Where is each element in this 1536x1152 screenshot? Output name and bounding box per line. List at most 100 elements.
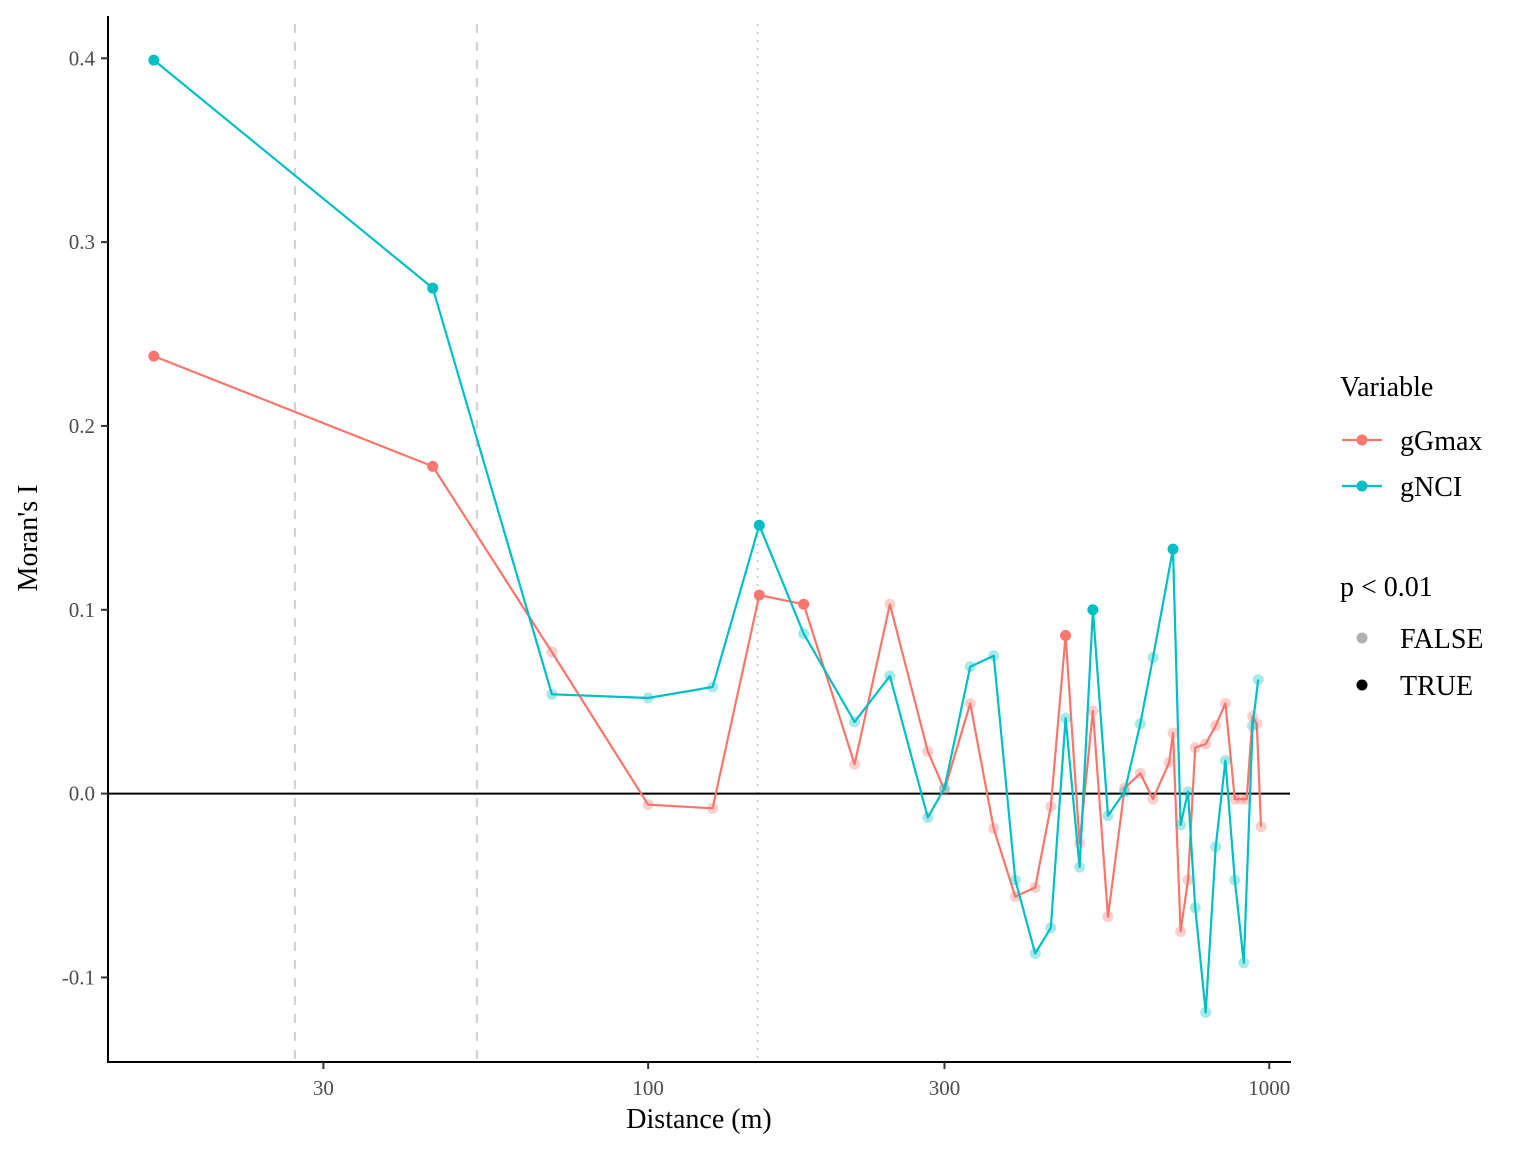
data-point-gNCI-significant [148, 54, 160, 66]
data-point-gGmax-not-significant [1210, 720, 1222, 732]
data-point-gNCI-not-significant [849, 716, 861, 728]
x-axis-title: Distance (m) [626, 1104, 771, 1135]
data-point-gGmax-not-significant [922, 745, 934, 757]
legend-significance-title: p < 0.01 [1340, 572, 1433, 603]
data-point-gNCI-not-significant [1134, 718, 1146, 730]
y-tick-label: 0.4 [69, 46, 96, 70]
data-point-gNCI-not-significant [1238, 957, 1250, 969]
data-point-gNCI-not-significant [1175, 819, 1187, 831]
x-tick-label: 300 [929, 1076, 961, 1100]
data-point-gGmax-not-significant [1102, 911, 1114, 923]
y-axis-title: Moran's I [13, 485, 44, 592]
legend-label-false: FALSE [1400, 624, 1484, 655]
legend-item-true: TRUE [1356, 671, 1473, 702]
y-tick-label: 0.3 [69, 230, 95, 254]
data-point-gNCI-not-significant [1060, 712, 1072, 724]
data-point-gGmax-not-significant [964, 698, 976, 710]
data-point-gGmax-not-significant [1167, 727, 1179, 739]
data-point-gNCI-not-significant [1074, 861, 1086, 873]
legend-label-gGmax: gGmax [1400, 426, 1482, 457]
legend-label-gNCI: gNCI [1400, 472, 1462, 503]
data-point-gGmax-not-significant [1175, 925, 1187, 937]
data-series [148, 54, 1267, 1018]
legend-variable-title: Variable [1340, 372, 1433, 403]
x-tick-label: 100 [632, 1076, 664, 1100]
data-point-gGmax-not-significant [1219, 698, 1231, 710]
data-point-gGmax-significant [427, 460, 439, 472]
data-point-gGmax-not-significant [707, 802, 719, 814]
x-tick-label: 30 [313, 1076, 334, 1100]
data-point-gNCI-not-significant [642, 692, 654, 704]
legend-label-true: TRUE [1400, 671, 1473, 702]
data-point-gGmax-not-significant [1229, 793, 1241, 805]
data-point-gGmax-not-significant [1163, 756, 1175, 768]
series-gNCI [148, 54, 1264, 1018]
data-point-gNCI-not-significant [988, 650, 1000, 662]
axes [107, 16, 1291, 1063]
data-point-gNCI-not-significant [1045, 922, 1057, 934]
data-point-gNCI-not-significant [1247, 720, 1259, 732]
data-point-gNCI-significant [1087, 604, 1099, 616]
data-point-gNCI-significant [427, 282, 439, 294]
data-point-gGmax-not-significant [1200, 738, 1212, 750]
data-point-gNCI-not-significant [707, 681, 719, 693]
legend-key-point-gNCI [1356, 480, 1368, 492]
data-point-gGmax-not-significant [884, 598, 896, 610]
data-point-gGmax-significant [753, 589, 765, 601]
data-point-gGmax-not-significant [1182, 874, 1194, 886]
data-point-gNCI-not-significant [546, 688, 558, 700]
series-gGmax [148, 350, 1267, 937]
data-point-gGmax-not-significant [849, 758, 861, 770]
data-point-gNCI-not-significant [964, 661, 976, 673]
data-point-gGmax-significant [1060, 630, 1072, 642]
x-tick-label: 1000 [1248, 1076, 1290, 1100]
data-point-gGmax-not-significant [1147, 793, 1159, 805]
data-point-gGmax-not-significant [1087, 705, 1099, 717]
data-point-gGmax-not-significant [1189, 742, 1201, 754]
data-point-gNCI-not-significant [1189, 902, 1201, 914]
data-point-gGmax-not-significant [988, 823, 1000, 835]
y-tick-label: -0.1 [62, 965, 95, 989]
legend-key-point-gGmax [1356, 434, 1368, 446]
data-point-gNCI-not-significant [1147, 652, 1159, 664]
data-point-gGmax-not-significant [642, 799, 654, 811]
data-point-gNCI-not-significant [1200, 1006, 1212, 1018]
data-point-gGmax-not-significant [1247, 710, 1259, 722]
data-point-gGmax-not-significant [1235, 793, 1247, 805]
y-axis-ticks: -0.1 0.0 0.1 0.2 0.3 0.4 [62, 46, 108, 989]
data-point-gGmax-not-significant [1045, 800, 1057, 812]
data-point-gGmax-not-significant [546, 646, 558, 658]
y-tick-label: 0.0 [69, 782, 95, 806]
data-point-gNCI-not-significant [798, 628, 810, 640]
data-point-gGmax-significant [798, 598, 810, 610]
data-point-gNCI-not-significant [1210, 841, 1222, 853]
legend-key-point-true [1356, 679, 1368, 691]
legend-item-gGmax: gGmax [1342, 426, 1482, 457]
data-point-gGmax-not-significant [1134, 767, 1146, 779]
legend-item-false: FALSE [1356, 624, 1484, 655]
data-point-gNCI-not-significant [1102, 810, 1114, 822]
data-point-gNCI-not-significant [1229, 874, 1241, 886]
data-point-gGmax-not-significant [1255, 821, 1267, 833]
data-point-gNCI-significant [753, 519, 765, 531]
legend-item-gNCI: gNCI [1342, 472, 1462, 503]
legend: Variable gGmax gNCI p < 0.01 FALSE TRUE [1340, 372, 1484, 702]
data-point-gNCI-not-significant [1219, 755, 1231, 767]
data-point-gNCI-not-significant [922, 812, 934, 824]
y-tick-label: 0.2 [69, 414, 95, 438]
x-axis-ticks: 30 100 300 1000 [313, 1062, 1290, 1100]
legend-key-point-false [1356, 632, 1368, 644]
data-point-gNCI-not-significant [938, 782, 950, 794]
data-point-gNCI-not-significant [1119, 786, 1131, 798]
data-point-gNCI-not-significant [1029, 948, 1041, 960]
series-line-gNCI [153, 59, 1260, 1014]
data-point-gNCI-not-significant [1182, 786, 1194, 798]
data-point-gGmax-not-significant [1029, 881, 1041, 893]
data-point-gNCI-significant [1167, 543, 1179, 555]
data-point-gNCI-not-significant [1252, 674, 1264, 686]
data-point-gNCI-not-significant [884, 670, 896, 682]
reference-vertical-lines [293, 24, 759, 1062]
data-point-gNCI-not-significant [1009, 874, 1021, 886]
data-point-gGmax-significant [148, 350, 160, 362]
